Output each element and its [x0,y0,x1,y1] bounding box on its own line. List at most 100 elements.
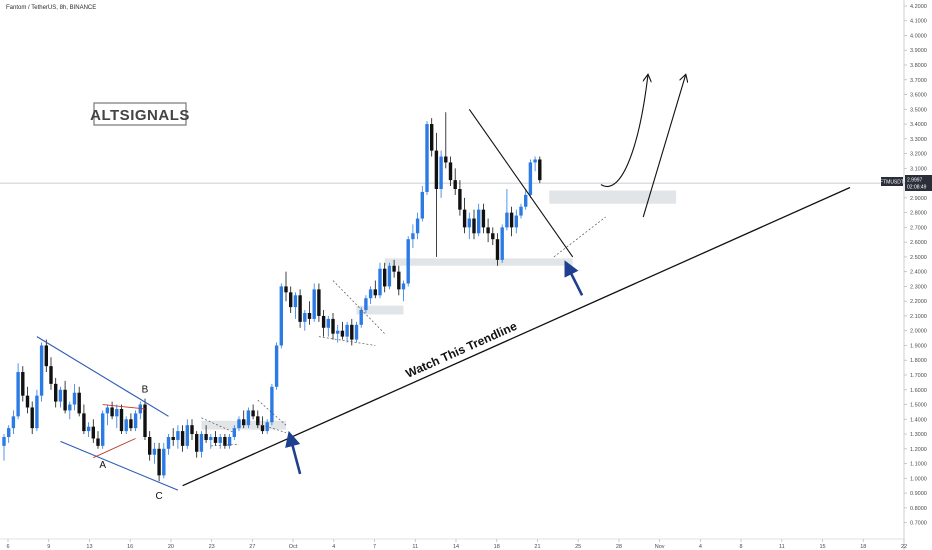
candle-body [25,395,30,408]
candle-body [491,233,495,240]
candle-body [528,162,533,195]
candle-body [148,437,152,455]
candle-body [110,407,114,417]
candle-body [364,298,368,311]
candle-body [444,156,448,163]
y-tick-label: 3.6000 [910,93,927,99]
candle-body [119,408,124,432]
y-tick-label: 1.1000 [910,462,927,468]
price-tag-value: 2.9997 [907,178,923,184]
price-tag: FTMUSDT 2.9997 02:08:49 [880,175,932,191]
candle-body [340,330,345,337]
y-tick-label: 2.7000 [910,225,927,231]
time-axis[interactable]: 6 9 13 16 20 23 27 Oct 4 7 11 14 18 21 25 28 Nov 4 8 11 15 18… [0,538,907,550]
y-tick-label: 1.3000 [910,432,927,438]
y-tick-label: 1.9000 [910,343,927,349]
x-tick-label: 27 [249,544,255,550]
y-tick-label: 1.4000 [910,417,927,423]
altsignals-logo: ALTSIGNALS [90,102,189,126]
x-tick-label: 4 [699,544,702,550]
candle-body [138,404,142,414]
candle-body [279,286,283,346]
candle-body [133,413,138,429]
y-tick-label: 1.8000 [910,358,927,364]
descending-resistance-line [468,108,574,258]
candle-body [162,448,166,476]
pattern-dashed-line [318,336,376,346]
candle-body [420,191,424,219]
y-tick-label: 1.6000 [910,388,927,394]
candle-body [242,419,246,426]
candle-body [307,313,312,319]
candle-body [11,416,16,429]
projection-arrow [600,75,648,187]
y-tick-label: 3.3000 [910,137,927,143]
candle-body [77,392,81,414]
candle-body [49,366,53,384]
candle-body [462,209,467,228]
x-tick-label: 11 [779,544,785,550]
candle-body [383,268,387,287]
y-tick-label: 2.5000 [910,255,927,261]
y-tick-label: 3.4000 [910,122,927,128]
y-tick-label: 3.5000 [910,107,927,113]
candle-body [378,268,382,296]
candle-body [303,313,307,322]
candle-body [2,437,6,446]
candle-body [260,425,265,432]
candle-body [439,156,443,189]
triangle-lower-line [93,438,136,459]
x-tick-label: Nov [655,544,665,550]
candle-body [453,180,457,189]
x-tick-label: 18 [494,544,500,550]
y-tick-label: 0.8000 [910,506,927,512]
y-tick-label: 4.1000 [910,19,927,25]
candle-body [7,428,11,437]
channel-upper-line [36,336,169,417]
wave-label-b: B [142,385,149,396]
candle-body [298,295,302,322]
candle-body [274,345,279,387]
candle-body [331,318,335,334]
y-tick-label: 2.1000 [910,314,927,320]
y-tick-label: 3.8000 [910,63,927,69]
candle-body [101,413,105,446]
candle-body [63,389,67,411]
y-tick-label: 3.2000 [910,152,927,158]
candle-body [190,425,194,435]
candle-body [514,215,518,228]
candle-body [35,395,39,429]
pattern-dashed-line [257,423,287,433]
candle-body [524,194,528,207]
y-tick-label: 2.4000 [910,270,927,276]
candle-body [336,330,340,334]
candle-body [54,383,58,402]
candle-body [458,189,462,210]
x-tick-label: 11 [412,544,418,550]
candle-body [256,416,260,426]
candle-body [495,239,500,260]
price-tag-countdown: 02:08:49 [907,185,927,191]
x-tick-label: 14 [453,544,459,550]
pattern-dashed-line [332,280,385,334]
x-tick-label: 28 [616,544,622,550]
candle-body [434,150,439,189]
y-tick-label: 1.0000 [910,476,927,482]
channel-lower-line [60,440,179,491]
y-tick-label: 1.5000 [910,403,927,409]
x-tick-label: 15 [819,544,825,550]
candle-body [359,310,363,325]
candle-body [392,265,396,272]
candle-body [246,410,251,426]
x-tick-label: 25 [575,544,581,550]
candle-body [30,407,34,429]
candle-body [58,389,63,402]
x-tick-label: 22 [901,544,907,550]
candle-body [195,434,199,452]
x-tick-label: 21 [534,544,540,550]
projection-arrow [642,75,685,218]
candle-body [368,289,373,299]
candle-body [96,438,100,446]
x-tick-label: Oct [289,544,298,550]
